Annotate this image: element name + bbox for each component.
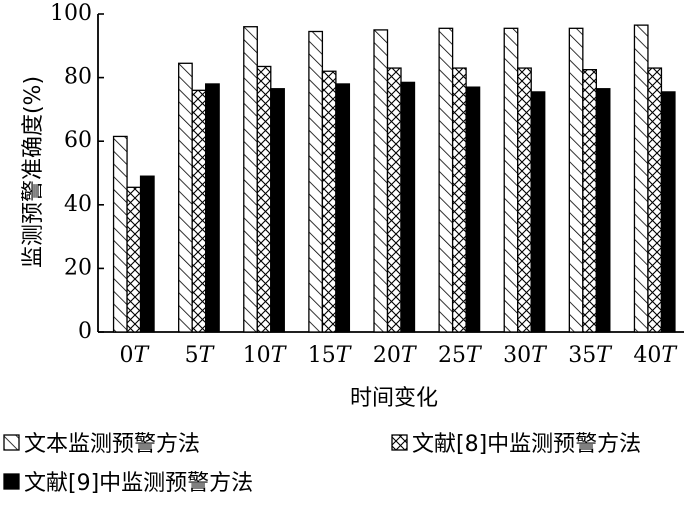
bar-1-15T (308, 30, 324, 333)
y-tick-label: 100 (50, 1, 92, 26)
x-tick-label: 15T (308, 343, 353, 368)
bar-2-35T (582, 69, 597, 333)
bar-3-30T (530, 91, 546, 333)
plot-area: 0 20 40 60 80 100 0T 5T 10T 15T 20T 25T 30T 35T 40T (50, 1, 684, 368)
legend-swatch-1 (3, 434, 20, 451)
x-tick-label: 30T (503, 343, 548, 368)
bar-3-0T (139, 175, 155, 333)
x-tick-label: 20T (373, 343, 418, 368)
bar-3-10T (270, 88, 285, 333)
bar-2-30T (517, 67, 532, 333)
legend-swatch-2 (391, 434, 408, 451)
legend-label-1: 文本监测预警方法 (24, 432, 200, 457)
legend-swatch-3 (3, 473, 20, 490)
x-tick-label: 10T (243, 343, 288, 368)
bar-3-5T (205, 83, 220, 333)
x-tick-label: 25T (438, 343, 483, 368)
y-axis-title: 监测预警准确度(%) (21, 76, 46, 268)
legend-label-3: 文献[9]中监测预警方法 (24, 471, 253, 496)
bar-3-15T (335, 83, 351, 333)
bar-1-40T (633, 24, 649, 333)
bar-1-35T (568, 27, 584, 333)
bar-3-25T (465, 86, 481, 333)
x-tick-label: 40T (633, 343, 678, 368)
bar-2-40T (647, 67, 663, 333)
bar-3-35T (595, 88, 611, 333)
bar-1-5T (178, 62, 193, 333)
y-tick-label: 0 (78, 319, 92, 344)
x-axis-title: 时间变化 (350, 386, 438, 411)
bar-2-5T (191, 89, 207, 333)
bar-1-20T (373, 29, 389, 333)
bar-2-20T (386, 67, 402, 333)
y-tick-label: 80 (64, 65, 92, 90)
x-tick-label: 35T (568, 343, 613, 368)
bar-2-0T (126, 186, 142, 333)
bar-2-25T (451, 67, 467, 333)
y-tick-label: 60 (64, 128, 92, 153)
y-tick-label: 40 (64, 192, 92, 217)
legend-label-2: 文献[8]中监测预警方法 (412, 432, 641, 457)
bar-3-20T (400, 81, 416, 333)
bar-2-15T (321, 70, 337, 333)
bar-1-10T (243, 26, 258, 333)
bar-2-10T (256, 65, 272, 333)
bar-1-25T (438, 27, 454, 333)
y-tick-label: 20 (64, 255, 92, 280)
x-tick-label: 5T (185, 343, 216, 368)
bar-1-0T (112, 135, 128, 333)
bar-1-30T (503, 27, 519, 333)
x-tick-label: 0T (119, 343, 150, 368)
bar-3-40T (660, 91, 676, 333)
